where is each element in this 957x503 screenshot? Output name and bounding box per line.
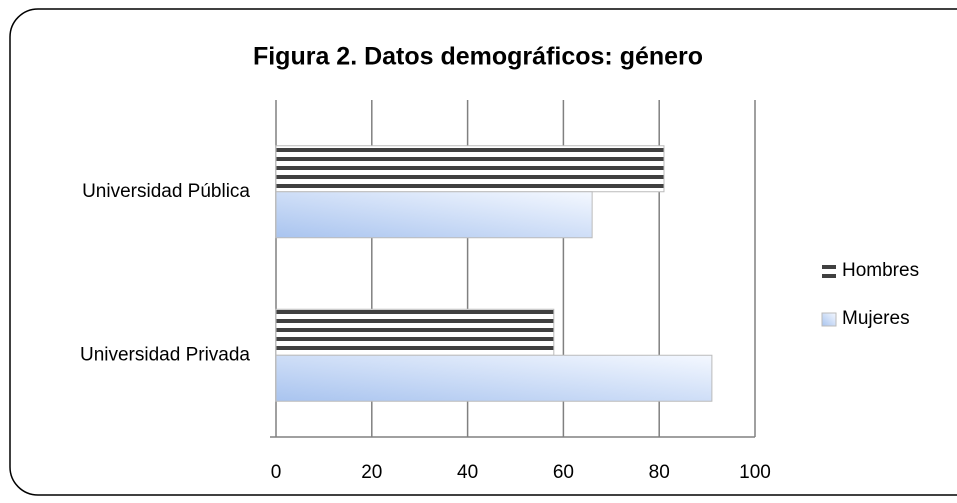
x-tick-label: 100 bbox=[739, 462, 771, 483]
x-tick-label: 40 bbox=[457, 462, 478, 483]
legend-swatch bbox=[821, 312, 837, 327]
y-tick-label: Universidad Privada bbox=[80, 344, 250, 365]
x-tick-label: 20 bbox=[361, 462, 382, 483]
chart-title: Figura 2. Datos demográficos: género bbox=[253, 43, 703, 71]
x-tick-label: 80 bbox=[649, 462, 670, 483]
legend-label: Mujeres bbox=[842, 308, 910, 329]
y-tick-label: Universidad Pública bbox=[82, 181, 250, 202]
bar bbox=[275, 191, 593, 239]
bar bbox=[275, 308, 555, 356]
frame bbox=[9, 8, 957, 496]
legend-label: Hombres bbox=[842, 260, 919, 281]
legend-swatch bbox=[822, 265, 836, 278]
x-tick-label: 0 bbox=[271, 462, 282, 483]
bar bbox=[275, 145, 665, 193]
x-tick-label: 60 bbox=[553, 462, 574, 483]
bar bbox=[275, 354, 713, 402]
